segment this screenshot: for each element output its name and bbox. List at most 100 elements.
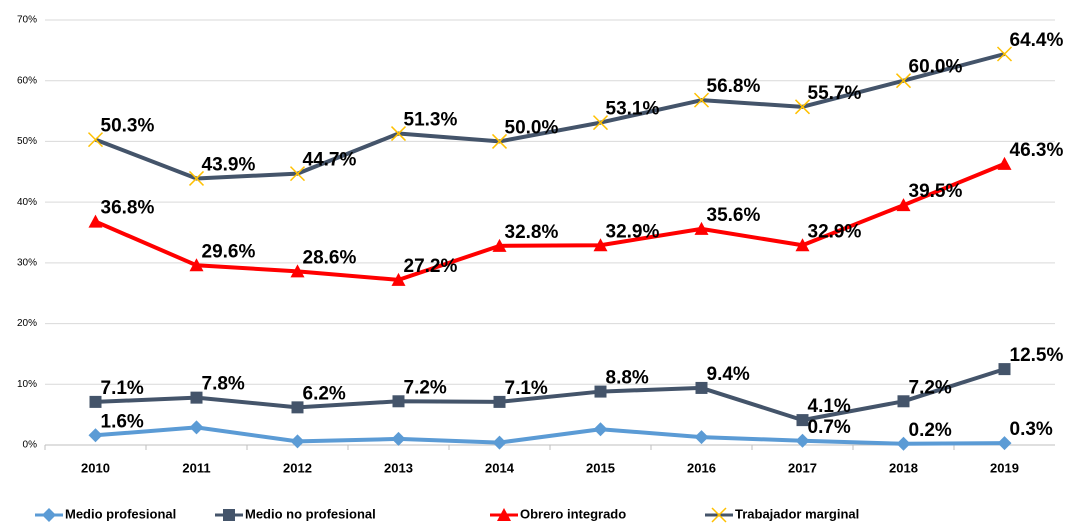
data-label: 7.2% — [404, 377, 447, 398]
marker — [189, 420, 204, 435]
marker — [42, 508, 56, 522]
legend-label: Obrero integrado — [520, 506, 626, 521]
y-tick-label: 30% — [17, 257, 37, 268]
marker — [896, 436, 911, 451]
data-label: 4.1% — [808, 396, 851, 417]
data-label: 60.0% — [909, 57, 963, 78]
x-tick-label: 2014 — [485, 460, 515, 475]
data-label: 9.4% — [707, 364, 750, 385]
legend-label: Medio no profesional — [245, 506, 376, 521]
marker — [291, 401, 304, 414]
data-label: 0.2% — [909, 420, 952, 441]
data-label: 53.1% — [606, 99, 660, 120]
y-tick-label: 20% — [17, 318, 37, 329]
marker — [997, 436, 1012, 451]
data-label: 1.6% — [101, 411, 144, 432]
data-label: 32.8% — [505, 222, 559, 243]
data-label: 7.2% — [909, 377, 952, 398]
data-label: 27.2% — [404, 256, 458, 277]
data-label: 7.1% — [505, 378, 548, 399]
data-label: 46.3% — [1010, 140, 1064, 161]
marker — [88, 214, 103, 228]
x-tick-label: 2010 — [81, 460, 110, 475]
y-tick-label: 60% — [17, 75, 37, 86]
marker — [491, 133, 508, 149]
marker — [897, 395, 910, 408]
marker — [493, 395, 506, 408]
marker — [694, 221, 709, 235]
legend-label: Medio profesional — [65, 506, 176, 521]
marker — [593, 422, 608, 437]
marker — [592, 115, 609, 131]
data-label: 43.9% — [202, 154, 256, 175]
series-line — [95, 367, 1006, 423]
marker — [223, 509, 235, 521]
marker — [492, 435, 507, 450]
data-label: 32.9% — [606, 221, 660, 242]
marker — [711, 507, 727, 523]
marker — [794, 99, 811, 115]
data-label: 7.8% — [202, 374, 245, 395]
data-label: 12.5% — [1010, 345, 1064, 366]
x-tick-label: 2013 — [384, 460, 413, 475]
y-tick-label: 70% — [17, 15, 37, 26]
data-label: 44.7% — [303, 150, 357, 171]
y-tick-label: 0% — [23, 440, 38, 451]
x-tick-label: 2011 — [182, 460, 210, 475]
marker — [795, 238, 810, 252]
marker — [694, 430, 709, 445]
marker — [289, 166, 306, 182]
marker — [895, 73, 912, 89]
marker — [391, 431, 406, 446]
marker — [89, 395, 102, 408]
x-tick-label: 2017 — [788, 460, 817, 475]
data-label: 0.3% — [1010, 419, 1053, 440]
data-label: 7.1% — [101, 378, 144, 399]
data-label: 50.0% — [505, 117, 559, 138]
y-tick-label: 50% — [17, 136, 37, 147]
x-tick-label: 2012 — [283, 460, 312, 475]
data-label: 8.8% — [606, 368, 649, 389]
data-label: 32.9% — [808, 221, 862, 242]
marker — [391, 272, 406, 286]
data-label: 35.6% — [707, 205, 761, 226]
x-tick-label: 2015 — [586, 460, 615, 475]
marker — [497, 508, 511, 521]
marker — [795, 433, 810, 448]
marker — [87, 132, 104, 148]
marker — [996, 46, 1013, 62]
y-tick-label: 40% — [17, 197, 37, 208]
data-label: 0.7% — [808, 417, 851, 438]
data-label: 50.3% — [101, 116, 155, 137]
marker — [290, 434, 305, 449]
x-tick-label: 2019 — [990, 460, 1019, 475]
data-label: 64.4% — [1010, 30, 1064, 51]
x-tick-label: 2018 — [889, 460, 918, 475]
series-line — [95, 425, 1005, 446]
series-line — [94, 162, 1006, 282]
data-label: 28.6% — [303, 247, 357, 268]
marker — [188, 170, 205, 186]
data-label: 36.8% — [101, 198, 155, 219]
marker — [88, 428, 103, 443]
data-label: 51.3% — [404, 110, 458, 131]
x-tick-label: 2016 — [687, 460, 716, 475]
marker — [997, 156, 1012, 170]
data-label: 56.8% — [707, 76, 761, 97]
series-line — [94, 52, 1006, 181]
marker — [693, 92, 710, 108]
marker — [593, 238, 608, 252]
data-label: 29.6% — [202, 241, 256, 262]
marker — [290, 264, 305, 278]
marker — [594, 385, 607, 398]
data-label: 6.2% — [303, 383, 346, 404]
data-label: 39.5% — [909, 181, 963, 202]
marker — [190, 391, 203, 404]
marker — [998, 363, 1011, 376]
data-label: 55.7% — [808, 83, 862, 104]
marker — [492, 238, 507, 252]
marker — [189, 258, 204, 272]
marker — [896, 198, 911, 212]
marker — [695, 381, 708, 394]
